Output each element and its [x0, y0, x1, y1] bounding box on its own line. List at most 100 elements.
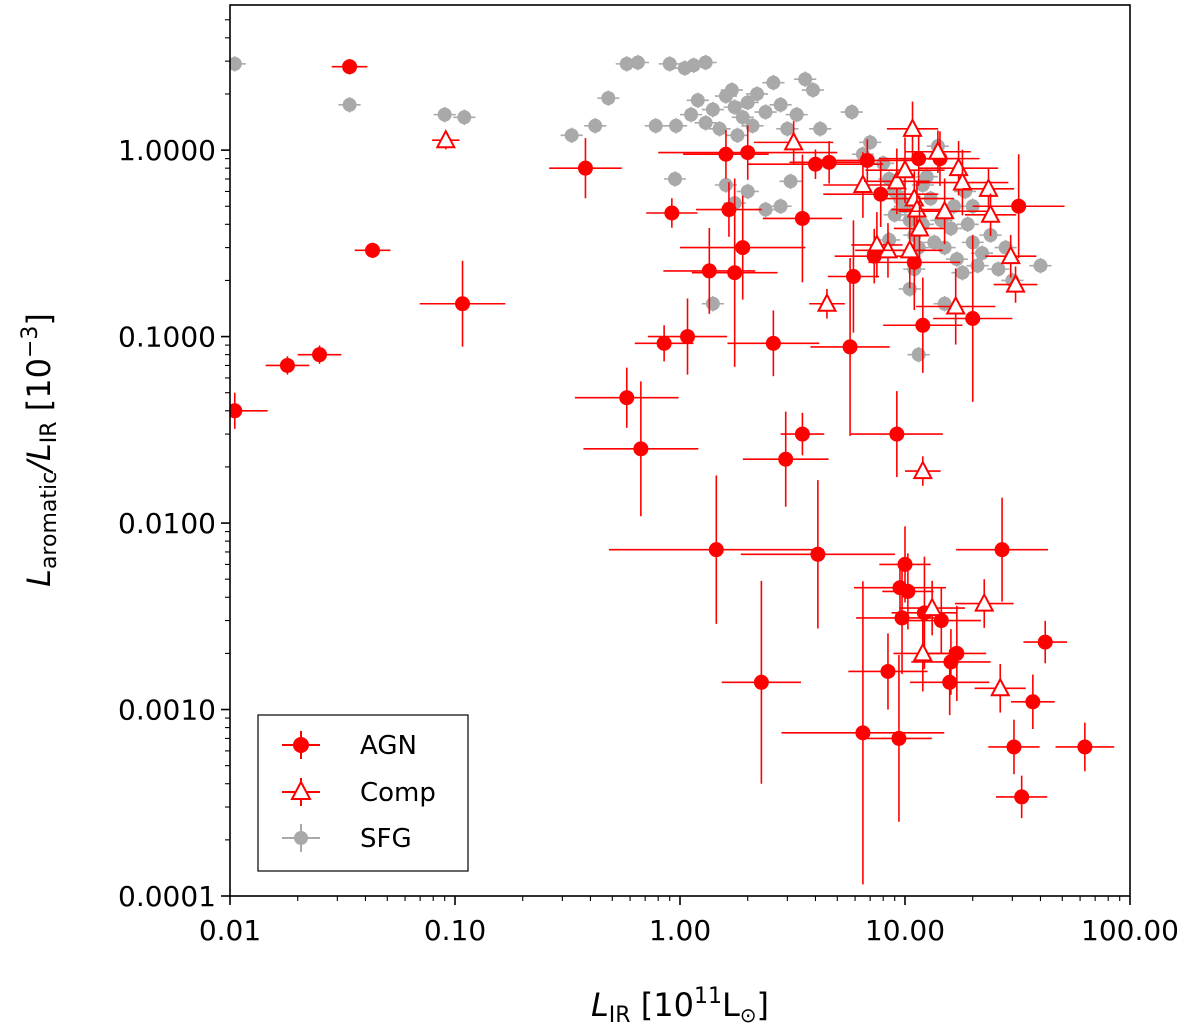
sfg-marker-14	[698, 55, 713, 70]
agn-point-0	[230, 392, 268, 429]
sfg-point-1	[338, 97, 361, 113]
agn-marker-4	[365, 242, 381, 258]
legend-entry-comp: Comp	[282, 778, 436, 808]
comp-marker-21	[974, 592, 995, 612]
sfg-marker-67	[975, 246, 990, 261]
sfg-marker-28	[758, 105, 773, 120]
sfg-point-16	[686, 92, 709, 109]
agn-marker-10	[664, 205, 680, 221]
comp-point-17	[898, 178, 991, 245]
sfg-marker-22	[727, 100, 742, 115]
sfg-marker-24	[735, 110, 750, 125]
agn-marker-32	[873, 186, 889, 202]
sfg-point-5	[584, 118, 607, 134]
agn-point-13	[608, 475, 824, 624]
agn-point-54	[1011, 674, 1055, 730]
sfg-marker-5	[588, 118, 603, 133]
agn-marker-26	[821, 154, 837, 170]
comp-point-14	[893, 615, 953, 692]
agn-marker-37	[894, 610, 910, 626]
agn-marker-23	[794, 426, 810, 442]
sfg-marker-66	[970, 258, 985, 273]
sfg-marker-77	[887, 207, 902, 222]
comp-marker-3	[852, 173, 874, 193]
legend-comp-label: Comp	[360, 778, 436, 808]
sfg-marker-46	[863, 135, 878, 150]
legend-sfg-label: SFG	[360, 824, 412, 854]
sfg-point-29	[762, 74, 785, 91]
sfg-point-70	[994, 239, 1017, 256]
comp-marker-15	[921, 596, 943, 617]
comp-marker-14	[912, 642, 933, 662]
y-tick-label-2: 0.0100	[118, 507, 216, 540]
agn-point-10	[646, 198, 698, 228]
agn-marker-27	[842, 339, 858, 355]
agn-marker-15	[721, 202, 737, 218]
comp-marker-20	[952, 171, 973, 191]
comp-point-22	[962, 167, 1015, 211]
sfg-marker-62	[949, 252, 964, 267]
sfg-point-80	[923, 234, 946, 251]
y-tick-label-4: 1.0000	[118, 134, 216, 167]
agn-marker-54	[1025, 694, 1041, 710]
sfg-marker-31	[780, 121, 795, 136]
comp-point-15	[899, 580, 966, 636]
comp-point-25	[985, 234, 1037, 278]
plot-frame	[229, 4, 1131, 897]
sfg-marker-6	[601, 91, 616, 106]
sfg-point-31	[776, 121, 799, 137]
sfg-marker-61	[943, 221, 958, 236]
agn-marker-8	[633, 441, 649, 457]
agn-marker-11	[680, 329, 696, 345]
agn-point-49	[933, 235, 1013, 402]
sfg-marker-4	[564, 128, 579, 143]
agn-marker-12	[701, 263, 717, 279]
sfg-marker-63	[955, 265, 970, 280]
sfg-point-0	[230, 56, 246, 72]
agn-marker-34	[889, 426, 905, 442]
agn-point-29	[781, 581, 945, 885]
sfg-point-25	[736, 94, 759, 111]
sfg-marker-35	[813, 121, 828, 136]
agn-point-42	[883, 277, 963, 373]
comp-marker-1	[783, 131, 804, 151]
agn-marker-21	[778, 451, 794, 467]
sfg-marker-18	[705, 102, 720, 117]
agn-point-23	[780, 412, 825, 456]
agn-marker-13	[708, 542, 724, 558]
comp-point-8	[876, 212, 943, 289]
comp-point-18	[916, 268, 996, 345]
agn-point-53	[996, 775, 1048, 819]
comp-marker-11	[906, 198, 928, 218]
comp-point-6	[863, 148, 930, 215]
agn-marker-39	[900, 583, 916, 599]
x-tick-label-0: 0.01	[199, 914, 261, 947]
agn-marker-1	[279, 357, 295, 373]
sfg-marker-2	[437, 107, 452, 122]
data-points	[230, 54, 1115, 885]
agn-marker-49	[965, 311, 981, 327]
sfg-marker-44	[844, 105, 859, 120]
legend: AGN Comp SFG	[257, 714, 469, 872]
agn-point-28	[827, 220, 880, 333]
comp-marker-26	[1005, 273, 1026, 293]
agn-point-18	[658, 125, 838, 180]
sfg-point-33	[794, 71, 817, 87]
agn-marker-3	[342, 59, 358, 75]
comp-point-24	[974, 663, 1026, 713]
sfg-point-10	[658, 56, 681, 72]
agn-marker-42	[915, 317, 931, 333]
comp-marker-5	[877, 239, 899, 259]
legend-comp-marker	[290, 779, 312, 800]
x-axis-title: LIR [1011L⊙]	[591, 984, 769, 1028]
agn-marker-24	[810, 546, 826, 562]
agn-marker-35	[891, 730, 907, 746]
sfg-marker-16	[690, 93, 705, 108]
agn-marker-9	[656, 335, 672, 351]
agn-point-56	[1055, 722, 1115, 772]
comp-point-9	[886, 101, 939, 157]
agn-marker-55	[1037, 634, 1053, 650]
legend-entry-sfg: SFG	[282, 824, 412, 854]
sfg-point-61	[939, 220, 963, 237]
